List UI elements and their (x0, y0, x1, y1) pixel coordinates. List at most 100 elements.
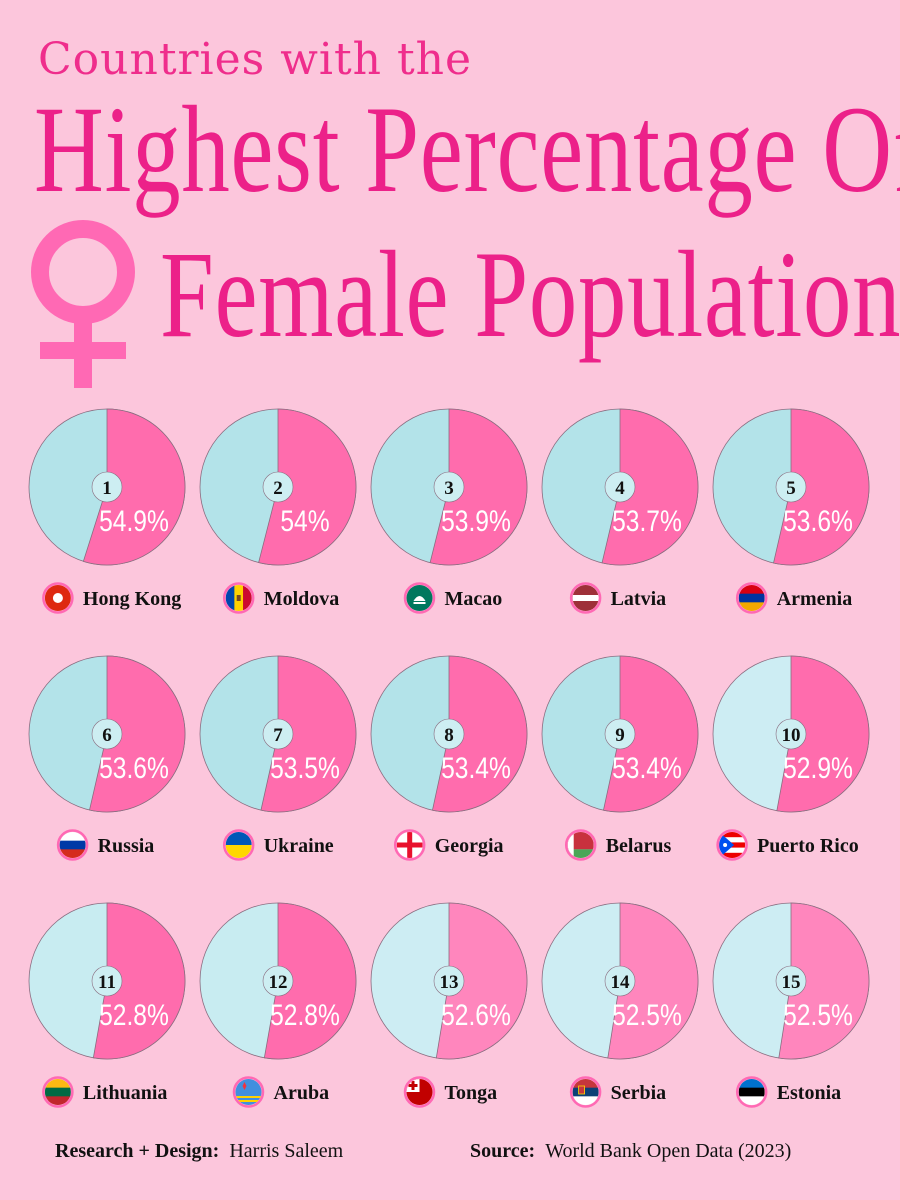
source-name: World Bank Open Data (2023) (545, 1140, 792, 1162)
pie-2: 2 54% Moldova (199, 408, 357, 614)
pie-1: 1 54.9% Hong Kong (28, 408, 186, 614)
country-label: Russia (98, 835, 155, 857)
rank-bubble (604, 965, 636, 997)
ukraine-flag-icon (222, 829, 255, 861)
rank-label: 1 (102, 478, 112, 499)
percent-label: 52.9% (783, 751, 853, 785)
rank-bubble (775, 718, 807, 750)
rank-label: 9 (615, 725, 625, 746)
rank-bubble (91, 965, 123, 997)
rank-label: 15 (782, 972, 801, 993)
title-line-3: Female Population (160, 226, 900, 363)
rank-bubble (604, 718, 636, 750)
lithuania-flag-icon (42, 1076, 74, 1108)
armenia-flag-icon (735, 582, 768, 614)
source: Source: World Bank Open Data (2023) (470, 1140, 791, 1163)
country-label: Latvia (611, 588, 667, 610)
pie-slice-female (607, 902, 699, 1060)
percent-label: 54% (280, 504, 329, 538)
rank-label: 3 (444, 478, 454, 499)
rank-label: 8 (444, 725, 454, 746)
pie-15: 15 52.5% Estonia (712, 902, 870, 1108)
rank-bubble (262, 965, 294, 997)
percent-label: 54.9% (99, 504, 169, 538)
female-symbol-icon (31, 220, 135, 388)
rank-bubble (91, 471, 123, 503)
pie-8: 8 53.4% Georgia (370, 655, 528, 861)
percent-label: 52.5% (612, 998, 682, 1032)
belarus-flag-icon (564, 829, 597, 861)
rank-bubble (775, 965, 807, 997)
country-label: Aruba (274, 1082, 330, 1104)
credit-name: Harris Saleem (229, 1140, 344, 1162)
russia-flag-icon (56, 829, 89, 861)
country-label: Lithuania (83, 1082, 167, 1104)
pie-5: 5 53.6% Armenia (712, 408, 870, 614)
percent-label: 52.5% (783, 998, 853, 1032)
title-line-1: Countries with the (38, 34, 473, 85)
macao-flag-icon (403, 582, 436, 614)
rank-bubble (433, 718, 465, 750)
georgia-flag-icon (393, 829, 426, 861)
percent-label: 52.8% (99, 998, 169, 1032)
pie-slice-female (601, 408, 699, 566)
rank-bubble (604, 471, 636, 503)
rank-bubble (262, 471, 294, 503)
rank-bubble (433, 471, 465, 503)
pie-slice-female (431, 655, 528, 813)
percent-label: 53.6% (99, 751, 169, 785)
country-label: Serbia (611, 1082, 667, 1104)
pie-slice-female (776, 655, 870, 813)
rank-bubble (262, 718, 294, 750)
pie-slice-female (773, 408, 870, 566)
serbia-flag-icon (569, 1076, 602, 1108)
estonia-flag-icon (735, 1076, 768, 1108)
percent-label: 52.6% (441, 998, 511, 1032)
pie-slice-female (778, 902, 870, 1060)
puerto-rico-flag-icon (716, 829, 748, 861)
country-label: Belarus (606, 835, 672, 857)
source-label: Source: (470, 1140, 536, 1162)
credit: Research + Design: Harris Saleem (55, 1140, 343, 1163)
rank-label: 12 (269, 972, 288, 993)
pie-slice-female (82, 408, 186, 566)
percent-label: 53.4% (612, 751, 682, 785)
rank-bubble (775, 471, 807, 503)
country-label: Macao (445, 588, 503, 610)
percent-label: 53.7% (612, 504, 682, 538)
pie-slice-female (429, 408, 528, 566)
country-label: Armenia (777, 588, 853, 610)
rank-label: 7 (273, 725, 283, 746)
percent-label: 52.8% (270, 998, 340, 1032)
percent-label: 53.4% (441, 751, 511, 785)
title-line-2: Highest Percentage Of (34, 81, 900, 218)
percent-label: 53.6% (783, 504, 853, 538)
tonga-flag-icon (403, 1076, 436, 1108)
rank-label: 2 (273, 478, 283, 499)
country-label: Tonga (445, 1082, 498, 1104)
country-label: Estonia (777, 1082, 841, 1104)
pie-9: 9 53.4% Belarus (541, 655, 699, 861)
country-label: Moldova (264, 588, 340, 610)
country-label: Ukraine (264, 835, 334, 857)
pie-7: 7 53.5% Ukraine (199, 655, 357, 861)
rank-label: 10 (782, 725, 801, 746)
country-label: Puerto Rico (757, 835, 859, 857)
pie-3: 3 53.9% Macao (370, 408, 528, 614)
rank-label: 5 (786, 478, 796, 499)
pie-13: 13 52.6% Tonga (370, 902, 528, 1108)
percent-label: 53.5% (270, 751, 340, 785)
rank-bubble (91, 718, 123, 750)
credit-label: Research + Design: (55, 1140, 220, 1162)
pie-4: 4 53.7% Latvia (541, 408, 699, 614)
pie-slice-female (602, 655, 699, 813)
pie-6: 6 53.6% Russia (28, 655, 186, 861)
moldova-flag-icon (222, 582, 255, 614)
percent-label: 53.9% (441, 504, 511, 538)
rank-label: 13 (440, 972, 459, 993)
pie-slice-female (92, 902, 186, 1060)
pie-slice-female (263, 902, 357, 1060)
country-label: Georgia (435, 835, 504, 857)
rank-bubble (433, 965, 465, 997)
latvia-flag-icon (569, 582, 602, 614)
